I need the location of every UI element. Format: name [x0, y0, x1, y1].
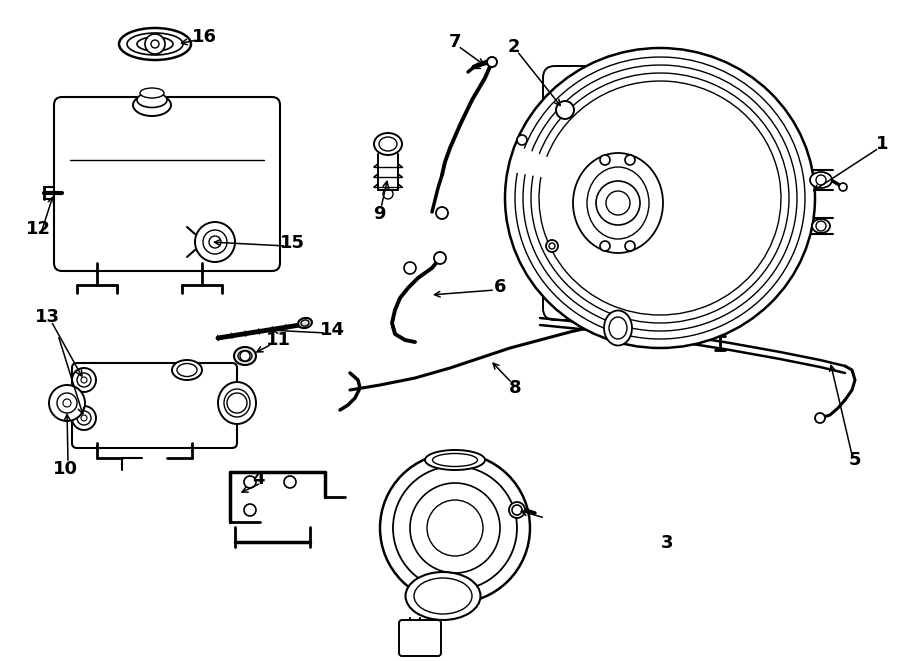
Circle shape	[839, 183, 847, 191]
Text: 4: 4	[252, 470, 265, 488]
Ellipse shape	[133, 94, 171, 116]
Ellipse shape	[140, 88, 164, 98]
Circle shape	[404, 262, 416, 274]
Text: 9: 9	[373, 205, 385, 223]
Circle shape	[546, 240, 558, 252]
Circle shape	[63, 399, 71, 407]
Text: 16: 16	[192, 28, 217, 46]
FancyBboxPatch shape	[399, 620, 441, 656]
Circle shape	[509, 502, 525, 518]
Text: 1: 1	[876, 135, 888, 153]
Circle shape	[244, 476, 256, 488]
Circle shape	[244, 504, 256, 516]
Text: 3: 3	[661, 534, 673, 552]
Ellipse shape	[406, 572, 481, 620]
FancyBboxPatch shape	[54, 97, 280, 271]
Circle shape	[195, 222, 235, 262]
Circle shape	[600, 155, 610, 165]
Ellipse shape	[573, 153, 663, 253]
Circle shape	[600, 241, 610, 251]
Text: 13: 13	[34, 308, 59, 326]
Circle shape	[209, 236, 221, 248]
Circle shape	[227, 393, 247, 413]
FancyBboxPatch shape	[72, 363, 237, 448]
Text: 6: 6	[494, 278, 506, 296]
Circle shape	[72, 368, 96, 392]
Circle shape	[436, 207, 448, 219]
Ellipse shape	[810, 172, 832, 188]
Circle shape	[487, 57, 497, 67]
Circle shape	[434, 252, 446, 264]
Text: 14: 14	[320, 321, 345, 339]
Circle shape	[240, 351, 250, 361]
Ellipse shape	[137, 93, 167, 108]
Ellipse shape	[812, 219, 830, 233]
Circle shape	[81, 377, 87, 383]
Circle shape	[49, 385, 85, 421]
Ellipse shape	[119, 28, 191, 60]
Circle shape	[380, 453, 530, 603]
Text: 10: 10	[52, 460, 77, 478]
Text: 12: 12	[25, 220, 50, 238]
Circle shape	[625, 155, 635, 165]
Circle shape	[815, 413, 825, 423]
Ellipse shape	[234, 347, 256, 365]
Ellipse shape	[218, 382, 256, 424]
Circle shape	[517, 135, 527, 145]
Circle shape	[557, 102, 573, 118]
Text: 15: 15	[280, 234, 304, 252]
Ellipse shape	[298, 318, 312, 328]
Circle shape	[284, 476, 296, 488]
Text: 11: 11	[266, 331, 291, 349]
Circle shape	[556, 101, 574, 119]
FancyBboxPatch shape	[543, 66, 697, 320]
Circle shape	[72, 406, 96, 430]
Ellipse shape	[425, 450, 485, 470]
Text: 7: 7	[449, 33, 461, 51]
Text: 5: 5	[849, 451, 861, 469]
Circle shape	[145, 34, 165, 54]
Text: 8: 8	[508, 379, 521, 397]
Circle shape	[81, 415, 87, 421]
Ellipse shape	[604, 311, 632, 346]
Text: 2: 2	[508, 38, 520, 56]
Ellipse shape	[172, 360, 202, 380]
Ellipse shape	[505, 48, 815, 348]
Ellipse shape	[374, 133, 402, 155]
Circle shape	[625, 241, 635, 251]
